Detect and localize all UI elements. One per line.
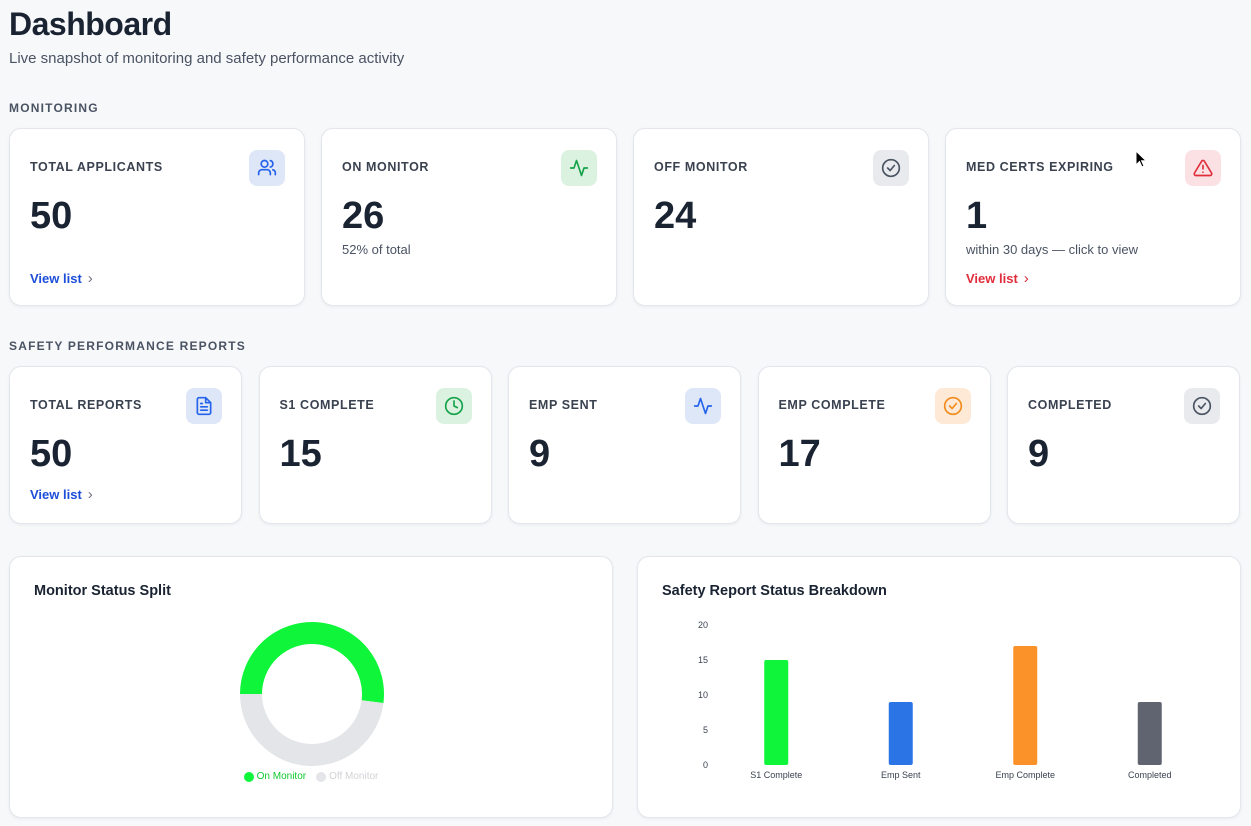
panel-title: Safety Report Status Breakdown <box>662 583 887 599</box>
y-tick-label: 0 <box>703 760 708 770</box>
stat-title: S1 COMPLETE <box>279 398 375 412</box>
y-tick-label: 20 <box>698 620 708 630</box>
stat-card: COMPLETED 9 <box>1007 366 1240 524</box>
stat-card: ON MONITOR 26 52% of total <box>321 128 617 306</box>
stat-title: COMPLETED <box>1028 398 1112 412</box>
stat-value: 50 <box>30 195 73 237</box>
stat-value: 24 <box>654 195 697 237</box>
stat-value: 1 <box>966 195 988 237</box>
x-tick-label: Completed <box>1128 770 1172 780</box>
page-subtitle: Live snapshot of monitoring and safety p… <box>9 50 405 67</box>
stat-card[interactable]: TOTAL REPORTS 50 View list › <box>9 366 242 524</box>
mouse-cursor-icon <box>1135 150 1148 168</box>
stat-title: MED CERTS EXPIRING <box>966 160 1114 174</box>
chevron-right-icon: › <box>1023 270 1029 287</box>
view-list-label: View list <box>966 271 1018 286</box>
stat-title: EMP SENT <box>529 398 598 412</box>
stat-value: 50 <box>30 433 73 475</box>
file-text-icon <box>186 388 222 424</box>
view-list-link[interactable]: View list › <box>30 486 93 503</box>
donut-legend: On Monitor Off Monitor <box>10 771 612 782</box>
y-tick-label: 10 <box>698 690 708 700</box>
view-list-label: View list <box>30 487 82 502</box>
alert-triangle-icon <box>1185 150 1221 186</box>
stat-value: 26 <box>342 195 385 237</box>
bar-emp-complete[interactable] <box>1013 646 1038 765</box>
stat-note: within 30 days — click to view <box>966 242 1138 257</box>
check-circle-icon <box>934 388 971 424</box>
stat-card[interactable]: MED CERTS EXPIRING 1 within 30 days — clic… <box>945 128 1241 306</box>
x-tick-label: S1 Complete <box>750 770 802 780</box>
stat-card: S1 COMPLETE 15 <box>258 366 492 524</box>
legend-label: Off Monitor <box>329 771 379 782</box>
stat-title: TOTAL APPLICANTS <box>30 160 163 174</box>
stat-value: 15 <box>279 433 322 475</box>
stat-value: 17 <box>778 433 821 475</box>
view-list-label: View list <box>30 271 82 286</box>
users-icon <box>249 150 285 186</box>
stat-title: EMP COMPLETE <box>778 398 886 412</box>
clock-icon <box>435 388 472 424</box>
stat-value: 9 <box>529 433 551 475</box>
chevron-right-icon: › <box>87 486 93 503</box>
legend-dot <box>243 771 254 782</box>
x-tick-label: Emp Sent <box>881 770 921 780</box>
stat-card: EMP COMPLETE 17 <box>757 366 991 524</box>
page-title: Dashboard <box>9 6 172 42</box>
activity-icon <box>685 388 721 424</box>
stat-note: 52% of total <box>342 242 411 257</box>
x-tick-label: Emp Complete <box>995 770 1055 780</box>
legend-label: On Monitor <box>256 771 307 782</box>
stat-title: OFF MONITOR <box>654 160 748 174</box>
safety-section-label: SAFETY PERFORMANCE REPORTS <box>9 339 246 353</box>
y-tick-label: 5 <box>703 725 708 735</box>
donut-chart <box>240 622 384 766</box>
legend-item[interactable]: Off Monitor <box>316 771 378 782</box>
safety-breakdown-panel: Safety Report Status Breakdown 0 5 10 15 20 S… <box>637 556 1241 818</box>
monitor-status-panel: Monitor Status Split On Monitor Off Monit… <box>9 556 613 818</box>
stat-title: ON MONITOR <box>342 160 430 174</box>
bar-emp-sent[interactable] <box>888 702 913 765</box>
check-circle-icon <box>873 150 909 186</box>
chevron-right-icon: › <box>87 270 93 287</box>
donut-slice-off-monitor[interactable] <box>240 693 384 766</box>
y-tick-label: 15 <box>698 655 708 665</box>
view-list-link[interactable]: View list › <box>966 270 1029 287</box>
legend-dot <box>316 771 327 782</box>
stat-card: OFF MONITOR 24 <box>633 128 929 306</box>
activity-icon <box>561 150 597 186</box>
monitoring-section-label: MONITORING <box>9 101 99 115</box>
view-list-link[interactable]: View list › <box>30 270 93 287</box>
stat-card: EMP SENT 9 <box>508 366 741 524</box>
donut-slice-on-monitor[interactable] <box>240 622 384 704</box>
stat-title: TOTAL REPORTS <box>30 398 142 412</box>
check-circle-icon <box>1184 388 1220 424</box>
panel-title: Monitor Status Split <box>34 583 171 599</box>
bar-s1-complete[interactable] <box>764 660 789 765</box>
legend-item[interactable]: On Monitor <box>243 771 307 782</box>
bar-completed[interactable] <box>1137 702 1162 765</box>
bar-chart: 0 5 10 15 20 S1 Complete Emp Sent Emp Complete C… <box>698 620 1172 780</box>
stat-card[interactable]: TOTAL APPLICANTS 50 View list › <box>9 128 305 306</box>
stat-value: 9 <box>1028 433 1050 475</box>
